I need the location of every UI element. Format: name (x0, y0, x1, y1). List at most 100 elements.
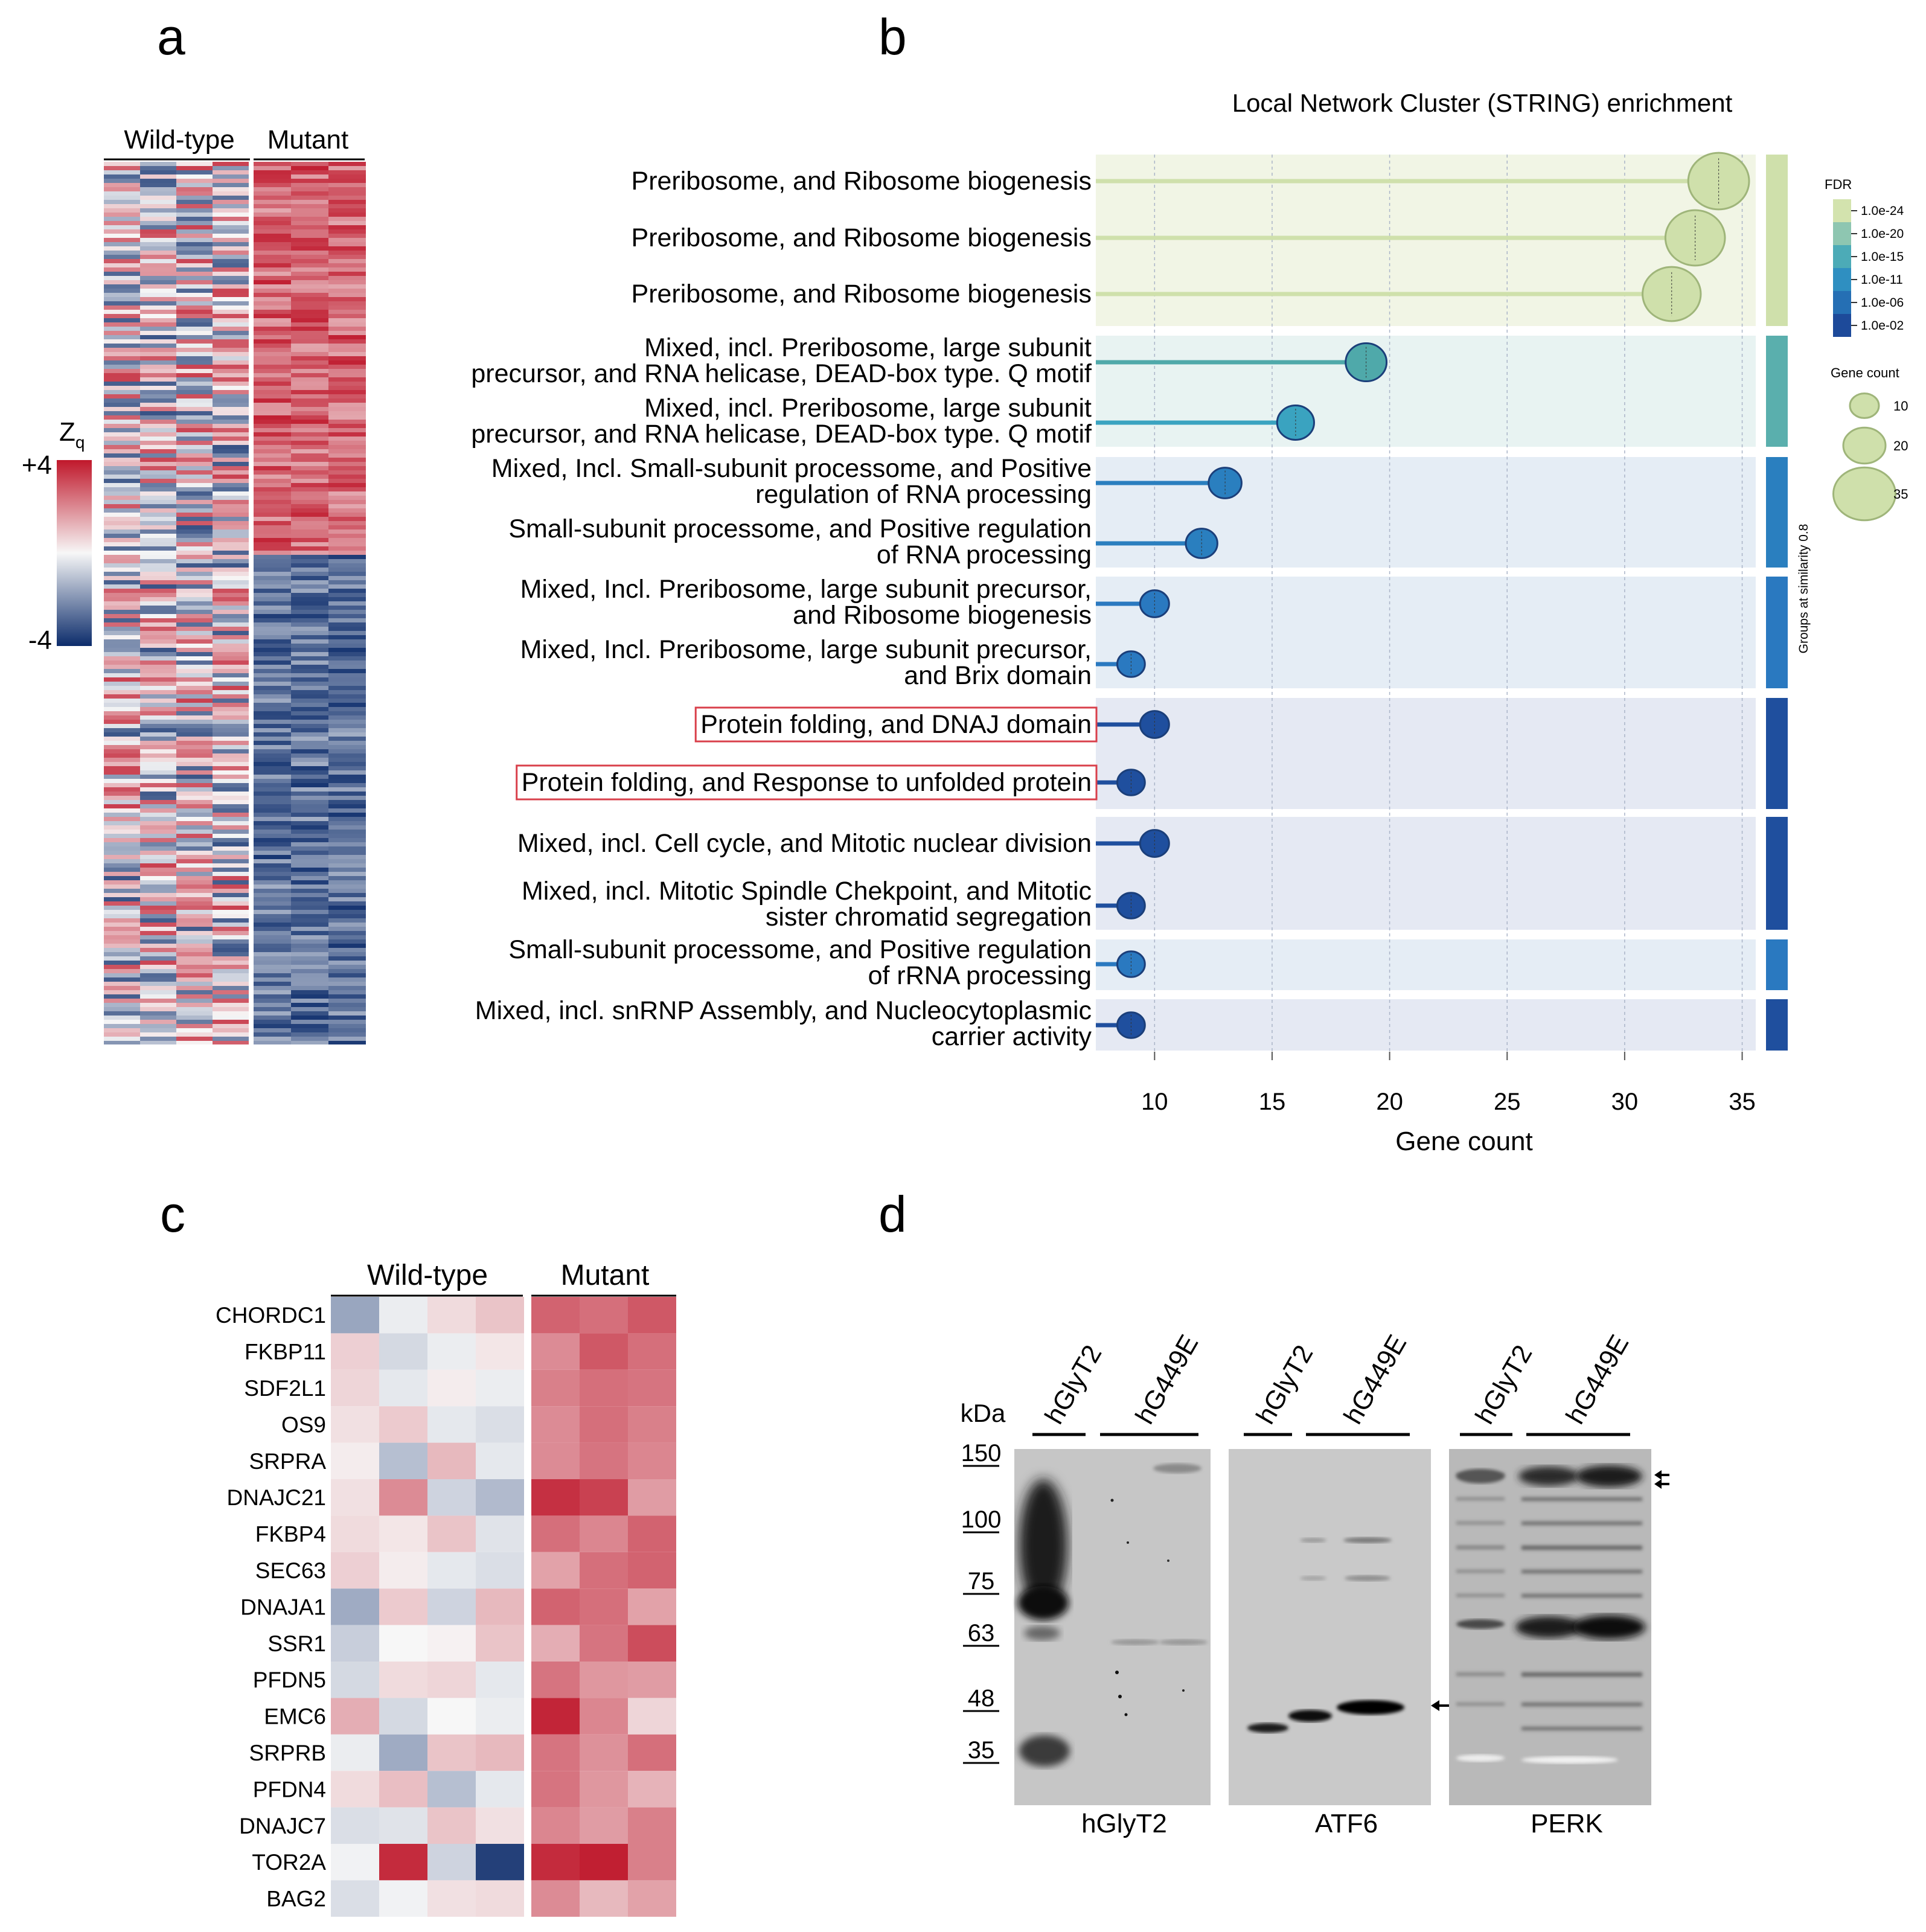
heatmap-a-cell (213, 187, 249, 191)
heatmap-a-cell (140, 437, 176, 441)
heatmap-a-cell (140, 1011, 176, 1016)
heatmap-a-cell (176, 749, 213, 753)
heatmap-a-cell (254, 677, 291, 682)
heatmap-a-cell (254, 496, 291, 500)
heatmap-a-cell (176, 225, 213, 229)
legend-fdr-label: 1.0e-20 (1861, 227, 1904, 241)
zscale-max: +4 (22, 450, 52, 480)
heatmap-a-cell (104, 614, 140, 618)
heatmap-a-cell (104, 386, 140, 390)
heatmap-a-cell (140, 855, 176, 859)
heatmap-a-cell (140, 842, 176, 846)
heatmap-a-cell (328, 377, 366, 382)
heatmap-a-cell (254, 196, 291, 200)
heatmap-a-cell (328, 424, 366, 428)
heatmap-a-cell (104, 466, 140, 470)
heatmap-a-cell (213, 310, 249, 314)
heatmap-a-cell (254, 792, 291, 796)
heatmap-a-cell (254, 546, 291, 551)
heatmap-a-cell (291, 445, 328, 449)
heatmap-a-cell (291, 834, 328, 838)
heatmap-a-cell (291, 170, 328, 174)
heatmap-a-cell (104, 593, 140, 597)
heatmap-a-cell (328, 517, 366, 521)
heatmap-a-cell (291, 808, 328, 813)
heatmap-a-cell (291, 213, 328, 217)
row-label: Mixed, Incl. Preribosome, large subunit … (520, 635, 1092, 690)
heatmap-a-cell (104, 424, 140, 428)
heatmap-a-cell (176, 1011, 213, 1016)
heatmap-a-cell (104, 255, 140, 259)
heatmap-a-cell (176, 504, 213, 508)
heatmap-a-cell (213, 204, 249, 208)
heatmap-a-cell (213, 758, 249, 762)
row-highlight-box (694, 706, 1098, 743)
heatmap-a-cell (254, 462, 291, 466)
heatmap-a-cell (140, 1028, 176, 1032)
heatmap-c-cell (379, 1844, 427, 1881)
heatmap-a-cell (176, 170, 213, 174)
heatmap-a-cell (213, 196, 249, 200)
heatmap-a-cell (140, 246, 176, 251)
heatmap-a-cell (140, 783, 176, 787)
heatmap-a-cell (328, 496, 366, 500)
heatmap-a-cell (176, 382, 213, 386)
heatmap-a-cell (254, 758, 291, 762)
heatmap-c-cell (628, 1771, 676, 1808)
heatmap-a-cell (328, 779, 366, 783)
heatmap-a-cell (254, 694, 291, 699)
heatmap-a-cell (104, 842, 140, 846)
heatmap-a-cell (140, 994, 176, 999)
heatmap-a-cell (140, 534, 176, 538)
x-axis-label: Gene count (1395, 1127, 1533, 1156)
heatmap-c-cell (379, 1369, 427, 1407)
heatmap-a-cell (176, 601, 213, 606)
panel-label-a: a (157, 8, 185, 65)
heatmap-a-cell (176, 263, 213, 267)
heatmap-a-cell (328, 415, 366, 420)
heatmap-a-cell (254, 842, 291, 846)
heatmap-a-cell (213, 656, 249, 661)
heatmap-a-cell (140, 901, 176, 906)
heatmap-a-cell (104, 297, 140, 301)
heatmap-a-cell (328, 466, 366, 470)
heatmap-a-cell (140, 538, 176, 542)
heatmap-c-cell (379, 1880, 427, 1917)
heatmap-c-cell (531, 1369, 580, 1407)
heatmap-a-cell (176, 775, 213, 779)
heatmap-a-cell (104, 322, 140, 327)
heatmap-a-cell (328, 1041, 366, 1044)
heatmap-a-cell (104, 200, 140, 204)
heatmap-a-cell (176, 322, 213, 327)
heatmap-a-cell (104, 280, 140, 284)
heatmap-a-cell (328, 682, 366, 686)
heatmap-a-cell (176, 318, 213, 322)
heatmap-a-cell (176, 665, 213, 669)
heatmap-c-wt-label: Wild-type (367, 1259, 488, 1291)
heatmap-a-cell (328, 563, 366, 568)
panel-c: Wild-type Mutant CHORDC1FKBP11SDF2L1OS9S… (216, 1259, 676, 1917)
heatmap-a-cell (254, 597, 291, 601)
heatmap-a-cell (176, 305, 213, 310)
group-background (1096, 698, 1756, 809)
heatmap-c-cell (580, 1297, 628, 1334)
heatmap-a-cell (328, 927, 366, 931)
heatmap-a-cell (213, 251, 249, 255)
heatmap-a-cell (140, 699, 176, 703)
heatmap-a-cell (291, 804, 328, 808)
heatmap-a-cell (176, 720, 213, 724)
heatmap-a-cell (328, 707, 366, 711)
heatmap-a-cell (328, 982, 366, 986)
heatmap-a-cell (291, 830, 328, 834)
heatmap-a-cell (328, 910, 366, 914)
heatmap-a-cell (213, 918, 249, 923)
heatmap-a-cell (254, 529, 291, 534)
heatmap-a-cell (328, 758, 366, 762)
legend-fdr-swatch (1833, 314, 1851, 337)
heatmap-c-cell (580, 1734, 628, 1771)
heatmap-a-cell (140, 880, 176, 884)
gene-label: PFDN5 (253, 1668, 326, 1692)
heatmap-a-cell (104, 289, 140, 293)
heatmap-a-cell (176, 728, 213, 732)
heatmap-a-cell (328, 344, 366, 348)
